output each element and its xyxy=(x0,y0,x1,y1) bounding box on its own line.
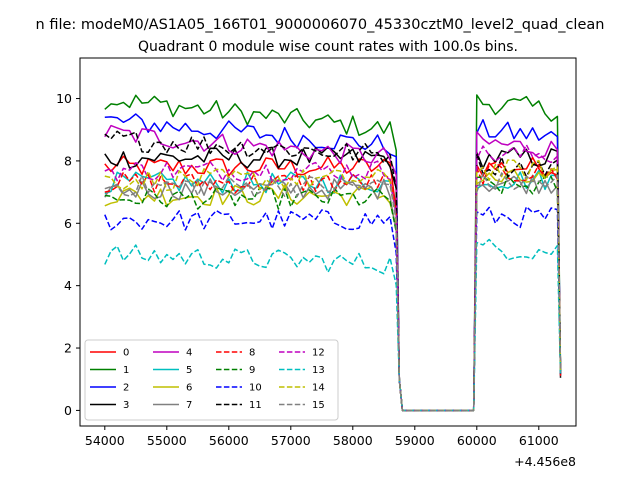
legend-box xyxy=(84,339,339,421)
x-tick-label: 55000 xyxy=(147,433,187,448)
y-tick-label: 2 xyxy=(64,341,72,356)
x-axis: 54000 55000 56000 57000 58000 59000 60000 61000 xyxy=(85,426,559,448)
chart-title: Quadrant 0 module wise count rates with … xyxy=(138,39,518,55)
series-line-10 xyxy=(104,206,562,412)
x-offset-label: +4.456e8 xyxy=(514,454,576,469)
legend-label-2: 2 xyxy=(123,383,129,394)
legend-label-1: 1 xyxy=(123,365,129,376)
series-line-11 xyxy=(104,130,562,412)
x-tick-label: 58000 xyxy=(333,433,373,448)
legend-label-13: 13 xyxy=(312,365,325,376)
y-tick-label: 8 xyxy=(64,153,72,168)
series-line-8 xyxy=(104,161,562,412)
legend-label-7: 7 xyxy=(186,400,192,411)
x-tick-label: 57000 xyxy=(271,433,311,448)
y-tick-label: 10 xyxy=(56,91,72,106)
legend-label-14: 14 xyxy=(312,383,325,394)
series-line-12 xyxy=(104,144,562,412)
legend-label-0: 0 xyxy=(123,348,129,359)
x-tick-label: 59000 xyxy=(395,433,435,448)
series-line-13 xyxy=(104,238,562,412)
series-line-15 xyxy=(104,172,562,412)
y-tick-label: 6 xyxy=(64,216,72,231)
series-line-2 xyxy=(104,113,562,412)
legend-label-6: 6 xyxy=(186,383,192,394)
plot-area xyxy=(104,94,562,412)
x-tick-label: 56000 xyxy=(209,433,249,448)
legend-label-8: 8 xyxy=(249,348,255,359)
legend-label-11: 11 xyxy=(249,400,262,411)
x-tick-label: 61000 xyxy=(519,433,559,448)
legend-label-3: 3 xyxy=(123,400,129,411)
y-tick-label: 0 xyxy=(64,403,72,418)
legend-label-10: 10 xyxy=(249,383,262,394)
legend-label-5: 5 xyxy=(186,365,192,376)
x-tick-label: 54000 xyxy=(85,433,125,448)
series-line-6 xyxy=(104,168,562,412)
series-line-1 xyxy=(104,94,562,412)
series-line-4 xyxy=(104,124,562,412)
y-tick-label: 4 xyxy=(64,278,72,293)
y-axis: 0 2 4 6 8 10 xyxy=(56,91,80,418)
legend-label-9: 9 xyxy=(249,365,255,376)
legend-label-15: 15 xyxy=(312,400,325,411)
series-line-14 xyxy=(104,159,562,412)
legend-label-4: 4 xyxy=(186,348,192,359)
x-tick-label: 60000 xyxy=(457,433,497,448)
legend-label-12: 12 xyxy=(312,348,325,359)
axes-frame xyxy=(79,57,577,427)
figure-suptitle: n file: modeM0/AS1A05_166T01_9000006070_… xyxy=(36,17,605,33)
series-line-7 xyxy=(104,174,562,412)
